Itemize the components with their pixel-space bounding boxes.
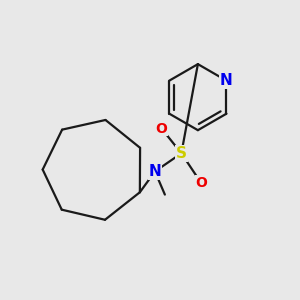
Text: N: N — [220, 73, 233, 88]
Text: O: O — [195, 176, 207, 190]
Text: S: S — [176, 146, 187, 161]
Text: N: N — [148, 164, 161, 179]
Text: O: O — [156, 122, 167, 136]
